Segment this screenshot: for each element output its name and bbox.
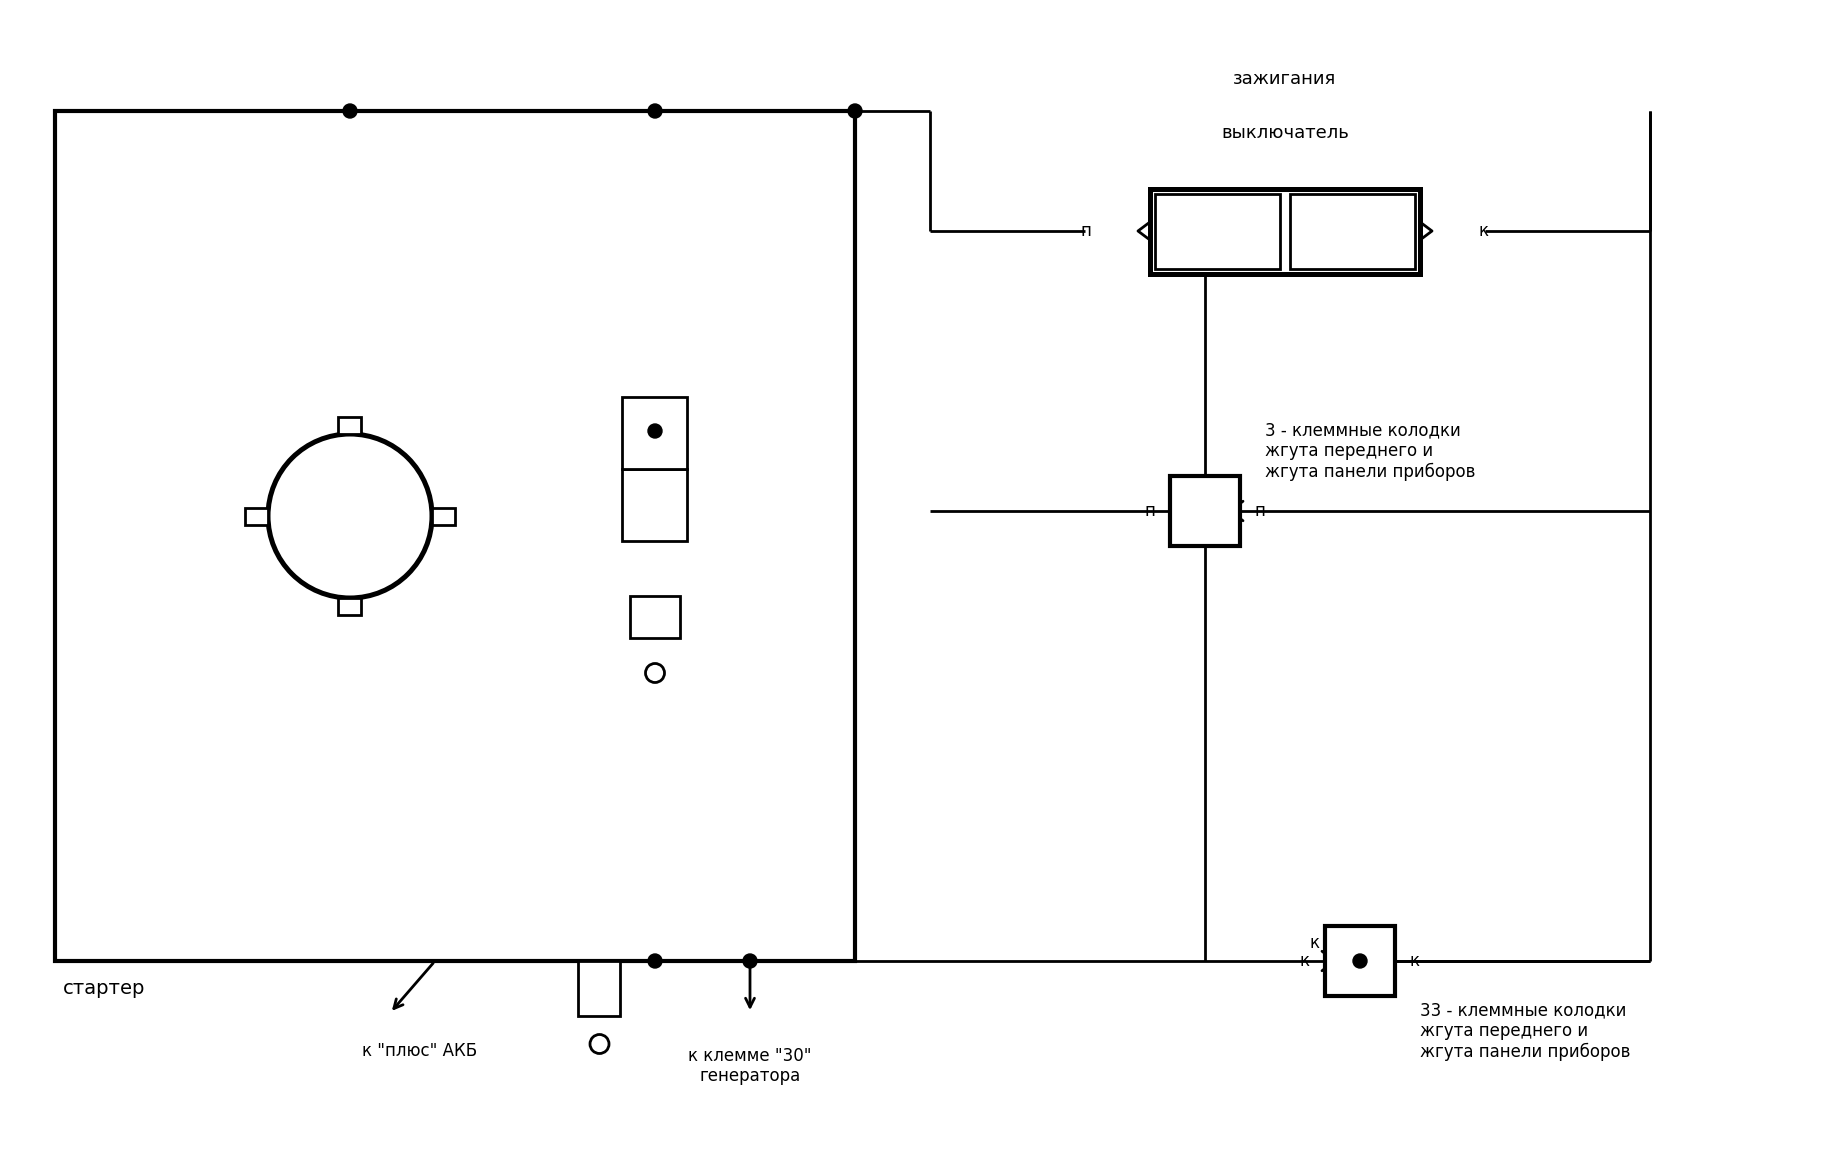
Circle shape — [1354, 954, 1367, 968]
Text: п: п — [617, 763, 628, 780]
Text: р: р — [700, 934, 711, 951]
Text: 50: 50 — [647, 610, 663, 624]
Text: ч: ч — [623, 724, 632, 742]
Text: к: к — [1301, 951, 1310, 970]
Text: 50: 50 — [1209, 224, 1227, 239]
Text: к "плюс" АКБ: к "плюс" АКБ — [362, 1042, 478, 1060]
Bar — [630, 596, 680, 638]
Circle shape — [648, 424, 661, 438]
Bar — [1150, 189, 1420, 274]
Text: п: п — [615, 934, 625, 951]
Text: 33 - клеммные колодки
жгута переднего и
жгута панели приборов: 33 - клеммные колодки жгута переднего и … — [1420, 1000, 1631, 1061]
Text: стартер: стартер — [62, 979, 145, 998]
Bar — [244, 507, 268, 525]
Bar — [338, 417, 362, 434]
Text: п: п — [1255, 503, 1266, 520]
Text: 30: 30 — [1343, 224, 1363, 239]
Circle shape — [648, 954, 661, 968]
Bar — [579, 961, 621, 1016]
Text: к: к — [1411, 951, 1420, 970]
Circle shape — [742, 954, 757, 968]
Bar — [1155, 194, 1280, 268]
Bar — [55, 111, 854, 961]
Text: п: п — [1144, 503, 1155, 520]
Circle shape — [590, 1034, 610, 1054]
Text: п: п — [1080, 222, 1091, 240]
Bar — [623, 469, 687, 541]
Circle shape — [648, 104, 661, 118]
Circle shape — [344, 104, 356, 118]
Circle shape — [849, 104, 862, 118]
Text: зажигания: зажигания — [1233, 70, 1337, 87]
Bar — [1324, 926, 1394, 996]
Bar — [623, 396, 687, 469]
Text: к клемме "30"
генератора: к клемме "30" генератора — [689, 1047, 812, 1086]
Text: к: к — [1479, 222, 1490, 240]
Circle shape — [645, 663, 665, 682]
Bar — [1290, 194, 1414, 268]
Text: к: к — [1310, 934, 1321, 951]
Bar — [338, 598, 362, 614]
Text: 3 - клеммные колодки
жгута переднего и
жгута панели приборов: 3 - клеммные колодки жгута переднего и ж… — [1266, 421, 1475, 480]
Bar — [1170, 476, 1240, 546]
Bar — [432, 507, 456, 525]
Text: выключатель: выключатель — [1222, 125, 1348, 142]
